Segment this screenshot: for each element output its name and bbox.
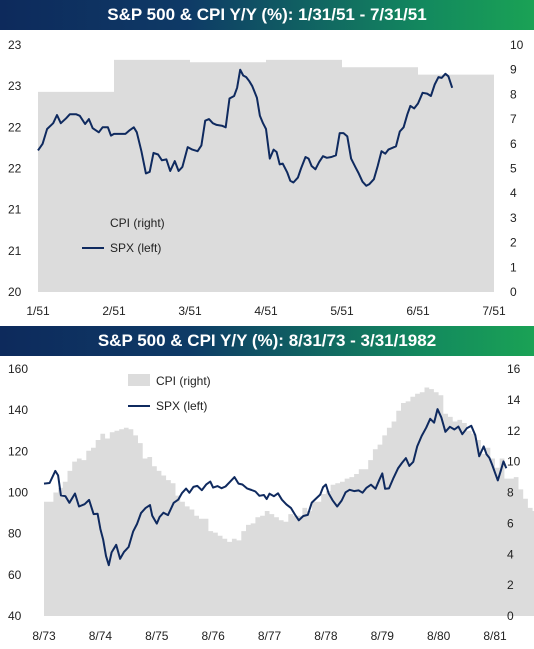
bottom-right-y-tick-label: 12 [507,424,521,438]
bottom-legend-cpi-label: CPI (right) [156,374,211,388]
top-right-y-tick-label: 8 [510,87,517,101]
bottom-spx-line-group [43,408,508,567]
bottom-x-tick-label: 8/75 [145,629,169,643]
top-right-y-tick-label: 3 [510,211,517,225]
top-x-tick-label: 3/51 [178,304,202,318]
bottom-right-y-tick-label: 8 [507,486,514,500]
top-left-y-tick-label: 20 [8,285,22,299]
bottom-spx-line [43,408,508,567]
bottom-right-y-tick-label: 4 [507,547,514,561]
top-axis-ticks: 1/51 2/51 3/51 4/51 5/51 6/51 7/51202121222223… [8,38,524,318]
top-right-y-tick-label: 6 [510,137,517,151]
top-right-y-tick-label: 4 [510,186,517,200]
top-right-y-tick-label: 9 [510,63,517,77]
bottom-right-y-tick-label: 2 [507,578,514,592]
top-left-y-tick-label: 23 [8,38,22,52]
bottom-cpi-area-group [44,387,534,616]
bottom-chart: 8/73 8/74 8/75 8/76 8/77 8/78 8/79 8/80 8/814060… [8,362,534,643]
bottom-right-y-tick-label: 6 [507,516,514,530]
bottom-x-tick-label: 8/79 [371,629,395,643]
top-left-y-tick-label: 21 [8,244,22,258]
bottom-x-tick-label: 8/78 [314,629,338,643]
top-right-y-tick-label: 7 [510,112,517,126]
bottom-x-tick-label: 8/80 [427,629,451,643]
bottom-left-y-tick-label: 160 [8,362,28,376]
bottom-legend-spx-label: SPX (left) [156,399,207,413]
bottom-axis-ticks: 8/73 8/74 8/75 8/76 8/77 8/78 8/79 8/80 8/814060… [8,362,521,643]
bottom-x-tick-label: 8/81 [483,629,507,643]
top-right-y-tick-label: 0 [510,285,517,299]
bottom-left-y-tick-label: 40 [8,609,22,623]
bottom-legend-cpi-swatch [128,374,150,386]
top-right-y-tick-label: 10 [510,38,524,52]
bottom-x-tick-label: 8/74 [89,629,113,643]
bottom-right-y-tick-label: 14 [507,393,521,407]
top-x-tick-label: 1/51 [26,304,50,318]
top-legend: CPI (right) SPX (left) [82,216,165,255]
top-left-y-tick-label: 23 [8,79,22,93]
top-spx-line [37,68,454,187]
top-left-y-tick-label: 21 [8,203,22,217]
bottom-left-y-tick-label: 100 [8,486,28,500]
top-right-y-tick-label: 5 [510,162,517,176]
bottom-left-y-tick-label: 120 [8,444,28,458]
top-right-y-tick-label: 1 [510,260,517,274]
bottom-right-y-tick-label: 16 [507,362,521,376]
top-x-tick-label: 6/51 [406,304,430,318]
top-legend-cpi-label: CPI (right) [110,216,165,230]
bottom-x-tick-label: 8/76 [201,629,225,643]
top-x-tick-label: 7/51 [482,304,506,318]
bottom-chart-title: S&P 500 & CPI Y/Y (%): 8/31/73 - 3/31/19… [0,326,534,356]
bottom-legend: CPI (right) SPX (left) [128,374,211,413]
top-cpi-area [38,59,494,292]
top-x-tick-label: 2/51 [102,304,126,318]
bottom-x-tick-label: 8/73 [32,629,56,643]
bottom-left-y-tick-label: 80 [8,527,22,541]
top-x-tick-label: 4/51 [254,304,278,318]
top-left-y-tick-label: 22 [8,162,22,176]
top-legend-cpi-swatch [82,216,104,228]
bottom-left-y-tick-label: 140 [8,403,28,417]
top-spx-line-group [37,68,454,187]
top-chart: 1/51 2/51 3/51 4/51 5/51 6/51 7/51202121222223… [8,38,524,318]
top-left-y-tick-label: 22 [8,120,22,134]
top-cpi-area-group [38,59,494,292]
bottom-right-y-tick-label: 10 [507,455,521,469]
bottom-left-y-tick-label: 60 [8,568,22,582]
bottom-cpi-area [44,387,534,616]
top-right-y-tick-label: 2 [510,236,517,250]
top-x-tick-label: 5/51 [330,304,354,318]
bottom-x-tick-label: 8/77 [258,629,282,643]
bottom-right-y-tick-label: 0 [507,609,514,623]
top-legend-spx-label: SPX (left) [110,241,161,255]
top-chart-title: S&P 500 & CPI Y/Y (%): 1/31/51 - 7/31/51 [0,0,534,30]
